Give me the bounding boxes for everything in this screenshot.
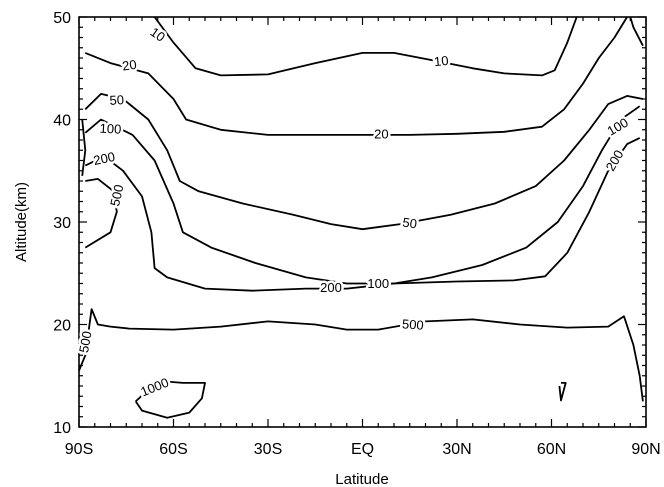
x-tick-label: 30S (254, 441, 282, 458)
plot-frame (78, 16, 647, 428)
contour-label-20: 20 (374, 126, 388, 141)
contour-label-10: 10 (148, 24, 168, 45)
contour-labels: 1010202050501001001002002002005005005001… (74, 22, 634, 402)
y-tick-labels: 10 20 30 40 50 (53, 10, 71, 437)
y-tick-label: 40 (53, 113, 71, 130)
contour-line-200 (84, 137, 641, 292)
contour-label-500: 500 (107, 183, 126, 207)
contour-label-50: 50 (402, 215, 418, 232)
plot-area-border (78, 16, 647, 428)
contour-label-1000: 1000 (138, 375, 170, 400)
x-tick-label: 90N (631, 441, 660, 458)
contour-line-100 (84, 105, 641, 285)
contour-label-200: 200 (92, 149, 116, 168)
contour-label-10: 10 (433, 53, 449, 69)
x-tick-label: 60S (159, 441, 187, 458)
contour-line-500 (78, 308, 644, 402)
contour-label-500: 500 (76, 330, 95, 354)
x-tick-label: 30N (442, 441, 471, 458)
axis-ticks (78, 16, 647, 428)
contour-line-1000 (558, 382, 567, 402)
contour-label-100: 100 (367, 276, 389, 291)
contour-label-50: 50 (109, 92, 124, 108)
y-tick-label: 50 (53, 10, 71, 27)
contour-line-500 (81, 119, 87, 177)
y-tick-label: 20 (53, 318, 71, 335)
contour-line-10 (153, 16, 578, 77)
contour-label-100: 100 (99, 121, 121, 137)
contour-label-200: 200 (320, 280, 342, 295)
x-tick-label: 60N (537, 441, 566, 458)
y-tick-label: 30 (53, 215, 71, 232)
contour-label-100: 100 (605, 115, 631, 139)
contour-line-10 (629, 16, 644, 47)
contour-line-20 (84, 16, 628, 136)
contour-label-20: 20 (121, 57, 137, 74)
x-tick-label: EQ (351, 441, 374, 458)
contour-lines (78, 16, 644, 419)
y-tick-label: 10 (53, 420, 71, 437)
x-axis-title: Latitude (335, 471, 388, 487)
contour-line-500 (84, 178, 118, 249)
contour-label-500: 500 (402, 316, 425, 332)
x-tick-labels: 90S 60S 30S EQ 30N 60N 90N (65, 441, 661, 458)
x-tick-label: 90S (65, 441, 93, 458)
contour-line-1000 (134, 380, 206, 419)
y-axis-title: Altitude(km) (13, 182, 30, 262)
contour-line-50 (84, 93, 644, 231)
